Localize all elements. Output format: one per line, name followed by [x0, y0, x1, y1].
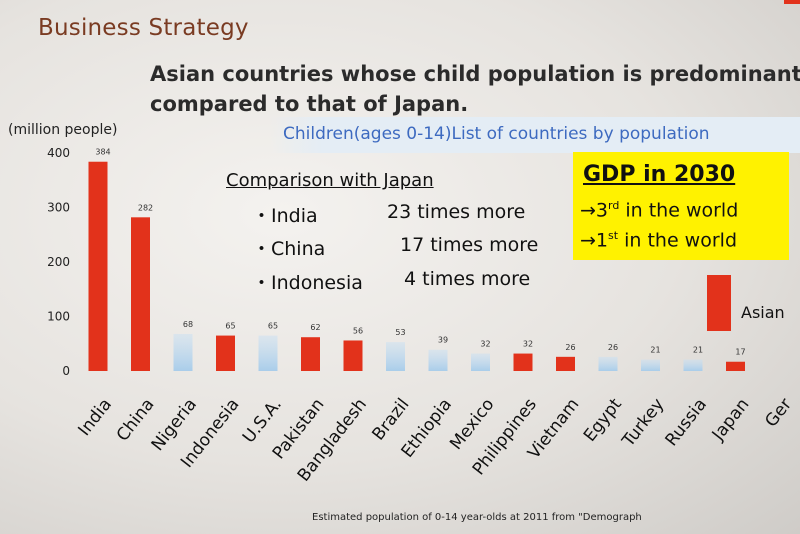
section-title: Business Strategy [38, 15, 249, 41]
bar-brazil [386, 342, 405, 371]
x-tick-label: Ger [761, 395, 796, 431]
data-label: 53 [395, 328, 405, 337]
comparison-row-india: ・India 23 times more [252, 201, 525, 228]
bar-ethiopia [428, 349, 448, 371]
data-label: 17 [735, 348, 745, 357]
comparison-title: Comparison with Japan [226, 170, 434, 191]
x-tick-label: India [74, 395, 115, 440]
data-label: 282 [138, 203, 153, 212]
comparison-times: 4 times more [404, 268, 531, 290]
comparison-country: ・India [252, 205, 318, 227]
bar-india [88, 161, 108, 371]
bar-nigeria [173, 333, 193, 371]
gdp-line-2: →1st in the world [580, 229, 737, 251]
bar-pakistan [301, 337, 320, 371]
data-label: 26 [608, 343, 618, 352]
gdp-line-2-suffix: in the world [618, 229, 737, 252]
data-label: 62 [310, 323, 320, 332]
comparison-times: 17 times more [400, 234, 539, 256]
gdp-line-2-ordinal: st [608, 229, 619, 242]
comparison-country: ・China [252, 238, 326, 260]
gdp-callout-box [573, 152, 789, 260]
y-tick-label: 0 [62, 364, 70, 378]
gdp-line-1-ordinal: rd [608, 199, 620, 212]
bar-china [131, 217, 150, 371]
data-label: 384 [95, 148, 110, 157]
comparison-country: ・Indonesia [252, 272, 363, 294]
comparison-times: 23 times more [387, 201, 526, 223]
chart-subtitle: Children(ages 0-14)List of countries by … [283, 124, 710, 144]
subtitle-band [270, 117, 800, 153]
bar-usa [258, 335, 278, 371]
data-label: 32 [480, 340, 490, 349]
data-label: 65 [268, 322, 278, 331]
bar-egypt [598, 356, 618, 371]
data-label: 26 [565, 343, 575, 352]
y-tick-label: 400 [47, 146, 70, 160]
bar-bangladesh [343, 340, 363, 371]
y-axis-unit-label: (million people) [8, 122, 118, 138]
source-note: Estimated population of 0-14 year-olds a… [312, 512, 642, 523]
legend-asian-label: Asian [741, 303, 785, 322]
data-label: 21 [693, 346, 703, 355]
y-tick-label: 100 [47, 310, 70, 324]
legend-asian-swatch [707, 275, 731, 331]
bar-russia [683, 359, 703, 371]
bar-japan [726, 361, 745, 371]
x-tick-label: Russia [662, 395, 711, 450]
bar-mexico [471, 353, 490, 371]
data-label: 68 [183, 320, 193, 329]
bar-indonesia [216, 335, 235, 371]
bar-philippines [513, 353, 533, 371]
y-tick-label: 200 [47, 255, 70, 269]
comparison-row-china: ・China 17 times more [252, 234, 538, 261]
bar-turkey [641, 359, 660, 371]
data-label: 56 [353, 326, 363, 335]
gdp-line-1-prefix: →3 [580, 199, 609, 222]
headline-line-1: Asian countries whose child population i… [150, 62, 800, 86]
gdp-line-2-prefix: →1 [580, 229, 609, 252]
x-tick-label: Turkey [618, 395, 668, 452]
gdp-line-1: →3rd in the world [580, 199, 738, 221]
data-label: 65 [225, 322, 235, 331]
comparison-row-indonesia: ・Indonesia 4 times more [252, 268, 530, 295]
headline-line-2: compared to that of Japan. [150, 92, 469, 116]
y-tick-label: 300 [47, 201, 70, 215]
data-label: 32 [523, 340, 533, 349]
gdp-title: GDP in 2030 [583, 162, 736, 187]
x-tick-label: Japan [708, 395, 754, 445]
gdp-line-1-suffix: in the world [619, 199, 739, 222]
corner-accent [784, 0, 800, 4]
data-label: 21 [650, 346, 660, 355]
data-label: 39 [438, 336, 448, 345]
bar-vietnam [556, 356, 575, 371]
